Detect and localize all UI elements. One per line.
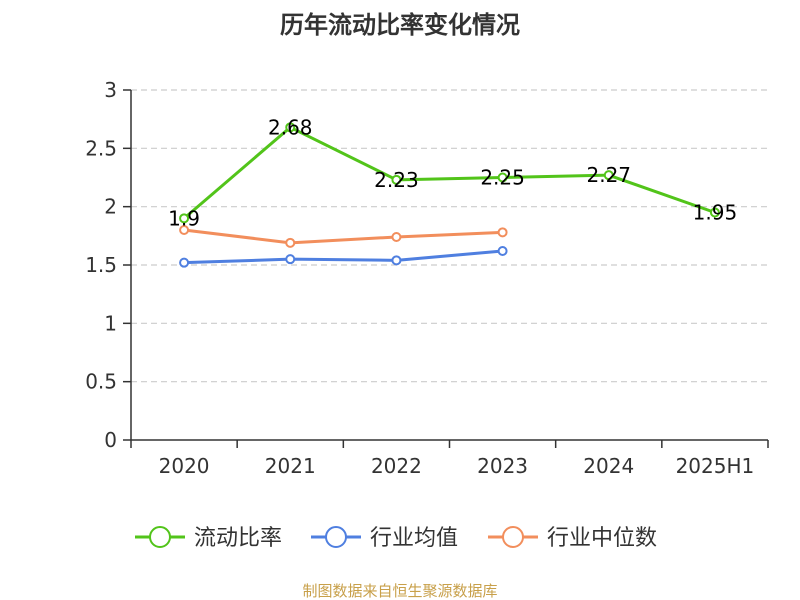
x-tick-label: 2023: [477, 454, 528, 478]
y-tick-label: 0.5: [85, 370, 117, 394]
x-tick-label: 2024: [583, 454, 634, 478]
y-tick-label: 1.5: [85, 253, 117, 277]
legend: 流动比率 行业均值 行业中位数: [135, 526, 657, 551]
y-tick-label: 1: [104, 311, 117, 335]
data-point: [497, 172, 508, 183]
data-point: [179, 213, 190, 224]
chart-title: 历年流动比率变化情况: [280, 11, 520, 39]
data-point: [391, 255, 402, 266]
series-2: [179, 225, 508, 248]
x-tick-label: 2020: [159, 454, 210, 478]
x-tick-label: 2025H1: [676, 454, 755, 478]
data-point: [603, 170, 614, 181]
legend-item: 行业中位数: [488, 526, 657, 551]
series-line: [183, 125, 716, 220]
data-point: [391, 232, 402, 242]
series-line: [184, 249, 503, 265]
y-tick-label: 2.5: [85, 136, 117, 160]
x-tick-label: 2022: [371, 454, 422, 478]
legend-label: 行业均值: [370, 526, 458, 551]
series-layer: [179, 122, 720, 268]
data-point: [179, 257, 190, 268]
legend-marker: [149, 526, 171, 548]
data-point: [179, 225, 190, 235]
series-line: [183, 228, 503, 245]
legend-item: 行业均值: [311, 526, 458, 551]
legend-item: 流动比率: [135, 526, 282, 551]
data-point: [285, 254, 296, 265]
data-label: 1.95: [693, 201, 738, 225]
data-label: 2.23: [374, 168, 419, 192]
data-label: 2.68: [268, 115, 313, 139]
axes: 0 0.5 1 1.5 2 2.5 3 2020 2021 2022 2023 2024 2025H1: [85, 78, 769, 478]
data-point: [497, 246, 508, 256]
data-point: [391, 174, 402, 185]
grid-lines: [131, 89, 768, 383]
y-tick-label: 2: [104, 195, 117, 219]
series-0: [179, 122, 720, 224]
data-label: 1.9: [168, 206, 200, 230]
data-label: 2.25: [480, 166, 525, 190]
data-point: [709, 207, 720, 218]
data-label: 2.27: [586, 163, 631, 187]
x-tick-label: 2021: [265, 454, 316, 478]
series-1: [179, 246, 508, 268]
legend-marker: [325, 526, 347, 548]
legend-label: 行业中位数: [547, 526, 657, 551]
data-point: [285, 237, 296, 248]
y-tick-label: 3: [104, 78, 117, 102]
data-point: [497, 227, 508, 238]
data-point: [285, 122, 296, 133]
legend-label: 流动比率: [194, 526, 282, 551]
source-note: 制图数据来自恒生聚源数据库: [302, 582, 497, 600]
y-tick-label: 0: [104, 428, 117, 452]
data-labels: 1.9 2.68 2.23 2.25 2.27 1.95: [168, 115, 737, 230]
legend-marker: [502, 526, 524, 548]
